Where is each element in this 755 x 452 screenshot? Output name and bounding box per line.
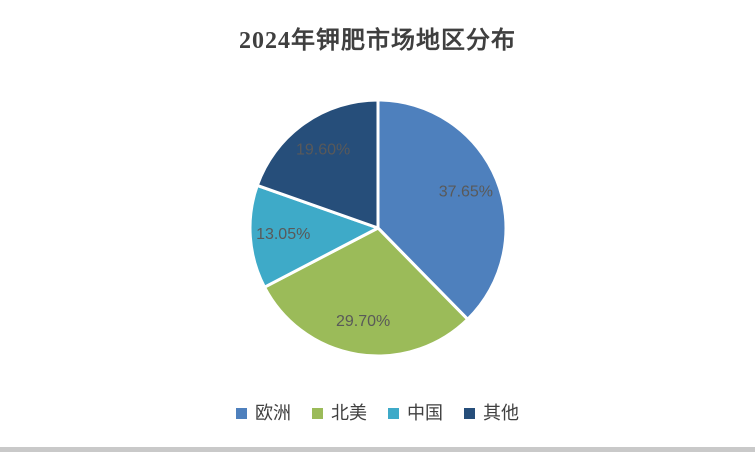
pie-slice-中国 (248, 183, 380, 289)
bottom-border-bar (0, 447, 755, 452)
legend-swatch-icon (464, 407, 475, 419)
pie-slice-北美 (263, 226, 470, 358)
legend-label: 中国 (407, 403, 443, 423)
legend-label: 北美 (331, 403, 367, 423)
legend-item-欧洲: 欧洲 (236, 404, 291, 422)
chart-title: 2024年钾肥市场地区分布 (239, 28, 516, 54)
legend-label: 欧洲 (255, 403, 291, 423)
legend-label: 其他 (483, 403, 519, 423)
slice-label-中国: 13.05% (256, 226, 310, 243)
pie-slice-其他 (255, 98, 380, 230)
chart-legend: 欧洲 北美 中国 其他 (0, 399, 755, 427)
legend-swatch-icon (236, 407, 247, 419)
legend-item-北美: 北美 (312, 404, 367, 422)
slice-label-北美: 29.70% (336, 313, 390, 330)
slice-label-欧洲: 37.65% (439, 183, 493, 200)
legend-swatch-icon (388, 407, 399, 419)
legend-item-其他: 其他 (464, 404, 519, 422)
legend-swatch-icon (312, 407, 323, 419)
pie-slice-欧洲 (376, 98, 508, 321)
slice-label-其他: 19.60% (296, 142, 350, 159)
legend-item-中国: 中国 (388, 404, 443, 422)
